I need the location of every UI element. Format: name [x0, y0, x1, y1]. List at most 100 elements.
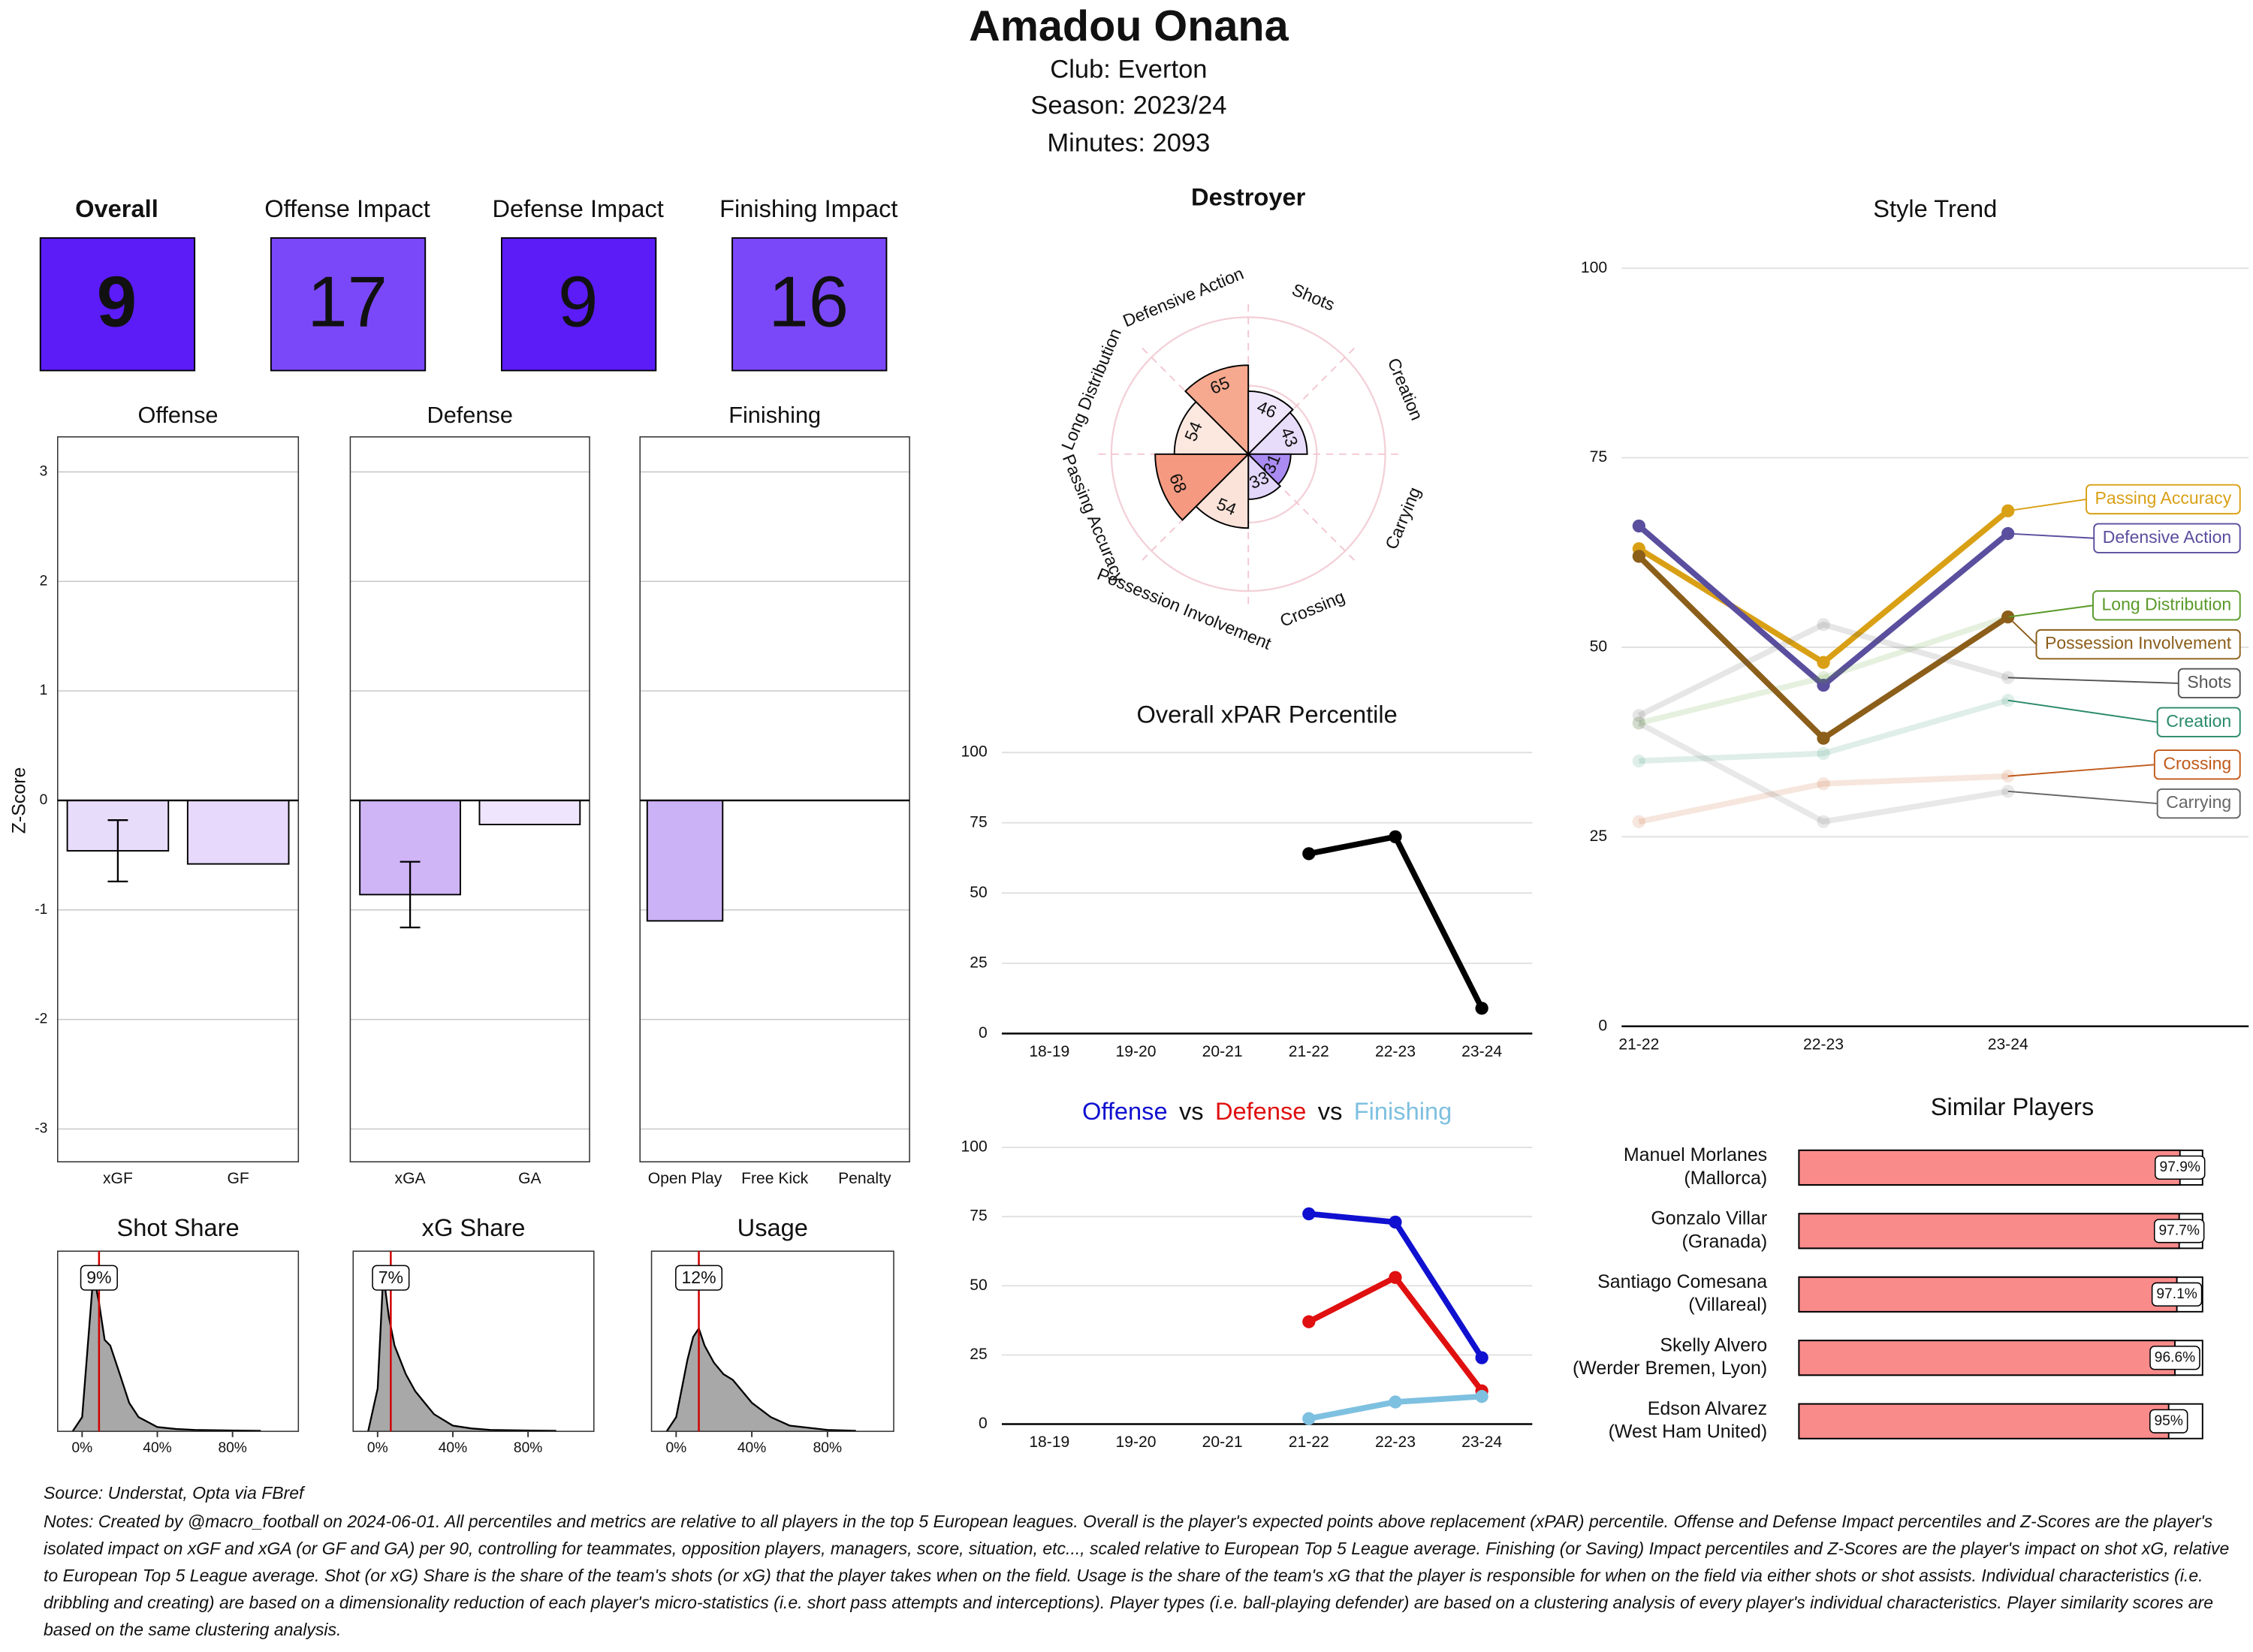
value-label: 97.1% [2156, 1286, 2197, 1302]
marker-label: 9% [86, 1268, 111, 1287]
x-tick-label: 80% [514, 1440, 542, 1456]
point [1475, 1351, 1488, 1364]
error-bar [107, 819, 128, 883]
player-club: (Granada) [1682, 1231, 1768, 1252]
leader-line [2007, 677, 2179, 684]
point [1475, 1390, 1488, 1403]
point [1632, 716, 1645, 730]
player-club: (Werder Bremen, Lyon) [1573, 1358, 1767, 1379]
end-label: Carrying [2166, 792, 2231, 812]
point [1302, 1207, 1316, 1221]
point [1302, 847, 1316, 861]
bar [1798, 1403, 2170, 1439]
point [1475, 1002, 1488, 1015]
panel-title: Offense [138, 402, 219, 428]
tile-value: 16 [768, 261, 849, 342]
category-label: Crossing [1277, 586, 1347, 631]
point [1632, 519, 1645, 533]
wedge [1173, 400, 1250, 455]
value-label-box [2153, 1219, 2205, 1244]
wedge [1195, 452, 1250, 529]
end-label: Possession Involvement [2045, 633, 2232, 653]
y-axis-label: Z-Score [8, 767, 29, 834]
x-tick-label: 18-19 [1029, 1433, 1069, 1451]
player-club: (West Ham United) [1609, 1421, 1768, 1442]
y-tick-label: 2 [40, 573, 48, 589]
end-label-box [2086, 484, 2241, 515]
wedge [1246, 411, 1308, 455]
x-tick-label: 40% [439, 1440, 467, 1456]
tile [500, 237, 657, 372]
bar [1798, 1213, 2180, 1250]
legend-entry: Offense [1082, 1097, 1168, 1125]
wedge [1184, 364, 1250, 457]
category-label: Defensive Action [1120, 264, 1246, 331]
x-tick-label: 19-20 [1115, 1043, 1156, 1060]
value-label-box [2151, 1282, 2203, 1307]
tile-label: Offense Impact [264, 194, 430, 222]
end-label-box [2156, 788, 2241, 819]
x-tick-label: 40% [143, 1440, 171, 1456]
series-line [1308, 834, 1485, 1010]
series-line [1637, 720, 2009, 825]
season: Season: 2023/24 [1030, 91, 1226, 119]
value-label-box [2149, 1346, 2200, 1370]
player-club: (Mallorca) [1684, 1168, 1767, 1189]
x-tick-label: 20-21 [1202, 1433, 1243, 1451]
x-tick-label: 23-24 [1461, 1043, 1502, 1060]
club: Club: Everton [1050, 55, 1207, 83]
tile [731, 237, 888, 372]
x-tick-label: 20-21 [1202, 1043, 1243, 1060]
x-tick-label: 21-22 [1618, 1036, 1659, 1053]
point [1389, 830, 1402, 844]
x-tick-label: 0% [367, 1440, 388, 1456]
bar [478, 799, 581, 825]
leader-line [2007, 764, 2155, 777]
wedge [1154, 453, 1250, 521]
point [1302, 1315, 1316, 1328]
chart-title: Destroyer [1191, 183, 1306, 211]
x-tick-label: 0% [71, 1440, 92, 1456]
y-tick-label: 1 [40, 683, 48, 698]
end-label-box [2177, 668, 2241, 699]
chart-title: Style Trend [1873, 194, 1997, 222]
x-tick-label: Open Play [648, 1170, 722, 1187]
category-label: Long Distribution [1057, 325, 1125, 453]
point [1302, 1412, 1316, 1425]
marker-label-box [372, 1265, 410, 1291]
panel-title: Shot Share [116, 1213, 239, 1241]
tile-value: 9 [97, 261, 137, 342]
point [1817, 656, 1830, 669]
value-label: 96.6% [2155, 1349, 2195, 1365]
legend-entry: Finishing [1354, 1097, 1452, 1125]
value-label-box [2155, 1155, 2206, 1180]
series-line [1637, 621, 2009, 719]
x-tick-label: 22-23 [1375, 1433, 1416, 1451]
point [2001, 769, 2015, 783]
title-separator: vs [1318, 1097, 1343, 1125]
series-line [1639, 697, 2009, 764]
point [1632, 815, 1645, 828]
x-tick-label: 21-22 [1289, 1043, 1329, 1060]
leader-line [2007, 616, 2037, 645]
y-tick-label: 25 [970, 954, 987, 971]
bar [1798, 1340, 2176, 1376]
y-tick-label: 50 [970, 884, 987, 901]
y-tick-label: 3 [40, 463, 48, 479]
y-tick-label: 0 [1598, 1017, 1607, 1034]
y-tick-label: 0 [979, 1024, 988, 1042]
marker-label: 12% [682, 1268, 716, 1287]
x-tick-label: Free Kick [741, 1170, 809, 1187]
x-tick-label: 22-23 [1803, 1036, 1844, 1053]
marker-label-box [675, 1265, 723, 1291]
player-name: Edson Alvarez [1648, 1398, 1767, 1419]
leader-line [2007, 604, 2094, 618]
end-label-box [2035, 629, 2241, 660]
point [1632, 709, 1645, 722]
x-tick-label: xGA [395, 1170, 427, 1187]
end-label: Shots [2187, 672, 2231, 692]
value-label: 97.7% [2159, 1222, 2200, 1238]
panel-frame [352, 1250, 595, 1432]
y-tick-label: 75 [1590, 448, 1607, 466]
